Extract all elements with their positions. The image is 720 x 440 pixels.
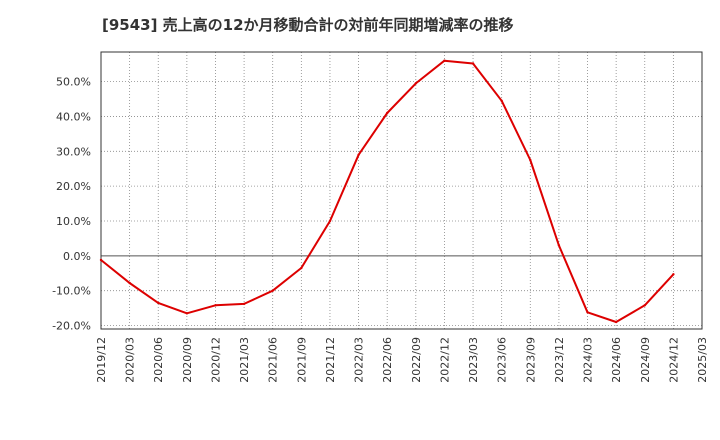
grid-layer [101,52,702,329]
y-tick-label: 20.0% [56,180,91,193]
x-tick-label: 2023/03 [467,337,480,383]
axis-layer [100,51,703,330]
x-tick-label: 2021/12 [324,337,337,383]
chart-title: [9543] 売上高の12か月移動合計の対前年同期増減率の推移 [102,16,514,34]
y-tick-label: -10.0% [52,285,91,298]
data-point [328,219,332,223]
series-layer [99,59,675,324]
data-point [443,59,446,62]
data-point [557,244,561,247]
x-tick-label: 2023/12 [553,337,566,383]
x-tick-label: 2020/03 [124,337,137,383]
data-point [471,62,475,65]
y-tick-label: 0.0% [63,250,91,263]
x-tick-label: 2020/06 [152,337,165,383]
y-tick-label: 40.0% [56,110,91,123]
label-layer: -20.0% -10.0% 0.0% 10.0% 20.0% 30.0% 40.0% 50.0… [52,76,709,383]
x-tick-label: 2021/06 [267,337,280,383]
data-point [643,304,646,307]
x-tick-label: 2024/03 [582,337,595,383]
x-tick-label: 2020/12 [209,337,222,383]
data-point [185,312,189,315]
data-point [385,111,389,115]
x-tick-label: 2022/03 [353,337,366,383]
data-point [500,99,503,102]
data-point [614,320,618,324]
series-line [100,59,675,323]
plot-frame [100,51,703,330]
x-tick-label: 2022/09 [410,337,423,383]
x-tick-label: 2025/03 [696,337,709,383]
data-point [300,266,303,270]
x-tick-label: 2019/12 [95,337,108,383]
data-point [271,289,274,292]
data-point [357,153,360,156]
data-point [99,258,103,262]
x-tick-label: 2020/09 [181,337,194,383]
x-tick-label: 2023/06 [496,337,509,383]
x-tick-label: 2022/12 [438,337,451,383]
y-tick-label: -20.0% [52,320,91,333]
data-point [242,302,246,306]
data-point [214,304,217,307]
data-point [414,82,418,85]
x-tick-label: 2021/03 [238,337,251,383]
data-point [672,273,675,276]
data-point [128,281,131,285]
data-point [529,158,532,162]
data-point [586,311,589,314]
x-tick-label: 2024/09 [639,337,652,383]
data-point [157,301,160,305]
x-tick-label: 2021/09 [295,337,308,383]
y-tick-label: 30.0% [56,145,91,158]
x-tick-label: 2022/06 [381,337,394,383]
x-tick-label: 2024/12 [667,337,680,383]
x-tick-label: 2023/09 [524,337,537,383]
y-tick-label: 50.0% [56,76,91,89]
x-tick-label: 2024/06 [610,337,623,383]
y-tick-label: 10.0% [56,215,91,228]
